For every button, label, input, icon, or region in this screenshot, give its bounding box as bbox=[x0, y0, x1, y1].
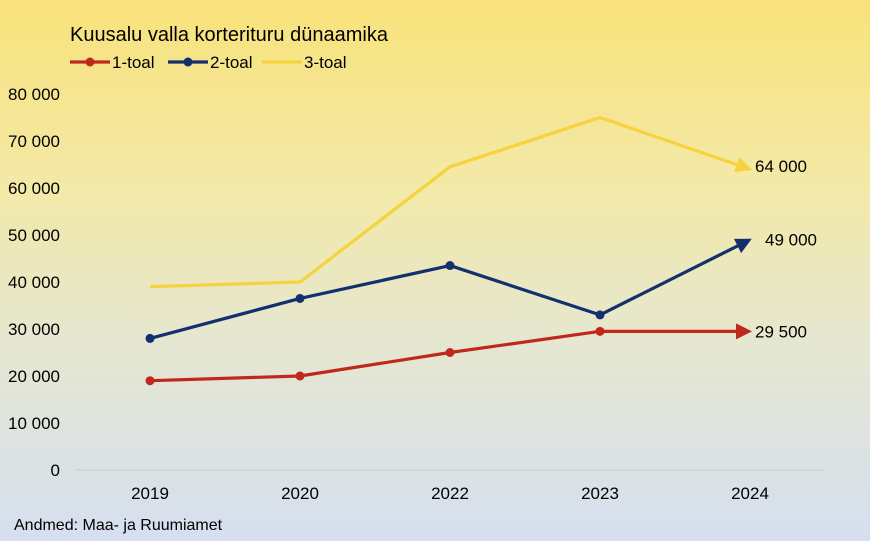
series-line-2-toal bbox=[149, 238, 752, 340]
plot-area: 64 000 49 000 29 500 bbox=[145, 115, 817, 386]
x-tick-label: 2024 bbox=[731, 484, 769, 503]
source-note: Andmed: Maa- ja Ruumiamet bbox=[14, 517, 223, 534]
legend-marker bbox=[85, 57, 95, 67]
data-point bbox=[445, 261, 455, 271]
legend-label: 2-toal bbox=[210, 53, 253, 72]
data-point bbox=[295, 293, 305, 303]
series-3-toal: 64 000 bbox=[149, 115, 807, 289]
y-tick-label: 0 bbox=[51, 461, 60, 480]
x-tick-label: 2019 bbox=[131, 484, 169, 503]
y-tick-label: 30 000 bbox=[8, 320, 60, 339]
legend-label: 1-toal bbox=[112, 53, 155, 72]
legend-item-3-toal: 3-toal bbox=[262, 53, 347, 72]
x-tick-label: 2023 bbox=[581, 484, 619, 503]
data-point bbox=[595, 310, 605, 320]
y-axis: 0 10 000 20 000 30 000 40 000 50 000 60 000 70 … bbox=[8, 85, 60, 480]
y-tick-label: 20 000 bbox=[8, 367, 60, 386]
end-label-3-toal: 64 000 bbox=[755, 157, 807, 176]
legend: 1-toal 2-toal 3-toal bbox=[70, 53, 347, 72]
x-tick-label: 2020 bbox=[281, 484, 319, 503]
y-tick-label: 50 000 bbox=[8, 226, 60, 245]
data-point bbox=[445, 348, 455, 357]
series-2-toal: 49 000 bbox=[145, 231, 817, 343]
y-tick-label: 70 000 bbox=[8, 132, 60, 151]
series-1-toal: 29 500 bbox=[145, 322, 807, 386]
legend-item-1-toal: 1-toal bbox=[70, 53, 155, 72]
legend-label: 3-toal bbox=[304, 53, 347, 72]
series-line-3-toal bbox=[149, 115, 752, 289]
x-axis: 2019 2020 2022 2023 2024 bbox=[75, 469, 825, 503]
data-point bbox=[145, 333, 155, 343]
series-line-1-toal bbox=[149, 323, 752, 383]
x-tick-label: 2022 bbox=[431, 484, 469, 503]
y-tick-label: 40 000 bbox=[8, 273, 60, 292]
data-point bbox=[595, 326, 605, 336]
end-label-1-toal: 29 500 bbox=[755, 322, 807, 341]
y-tick-label: 60 000 bbox=[8, 179, 60, 198]
data-point bbox=[295, 371, 305, 381]
y-tick-label: 10 000 bbox=[8, 414, 60, 433]
legend-item-2-toal: 2-toal bbox=[168, 53, 253, 72]
end-label-2-toal: 49 000 bbox=[765, 231, 817, 250]
chart-title: Kuusalu valla korterituru dünaamika bbox=[70, 24, 389, 46]
data-point bbox=[145, 376, 155, 386]
y-tick-label: 80 000 bbox=[8, 85, 60, 104]
legend-marker bbox=[183, 57, 193, 67]
